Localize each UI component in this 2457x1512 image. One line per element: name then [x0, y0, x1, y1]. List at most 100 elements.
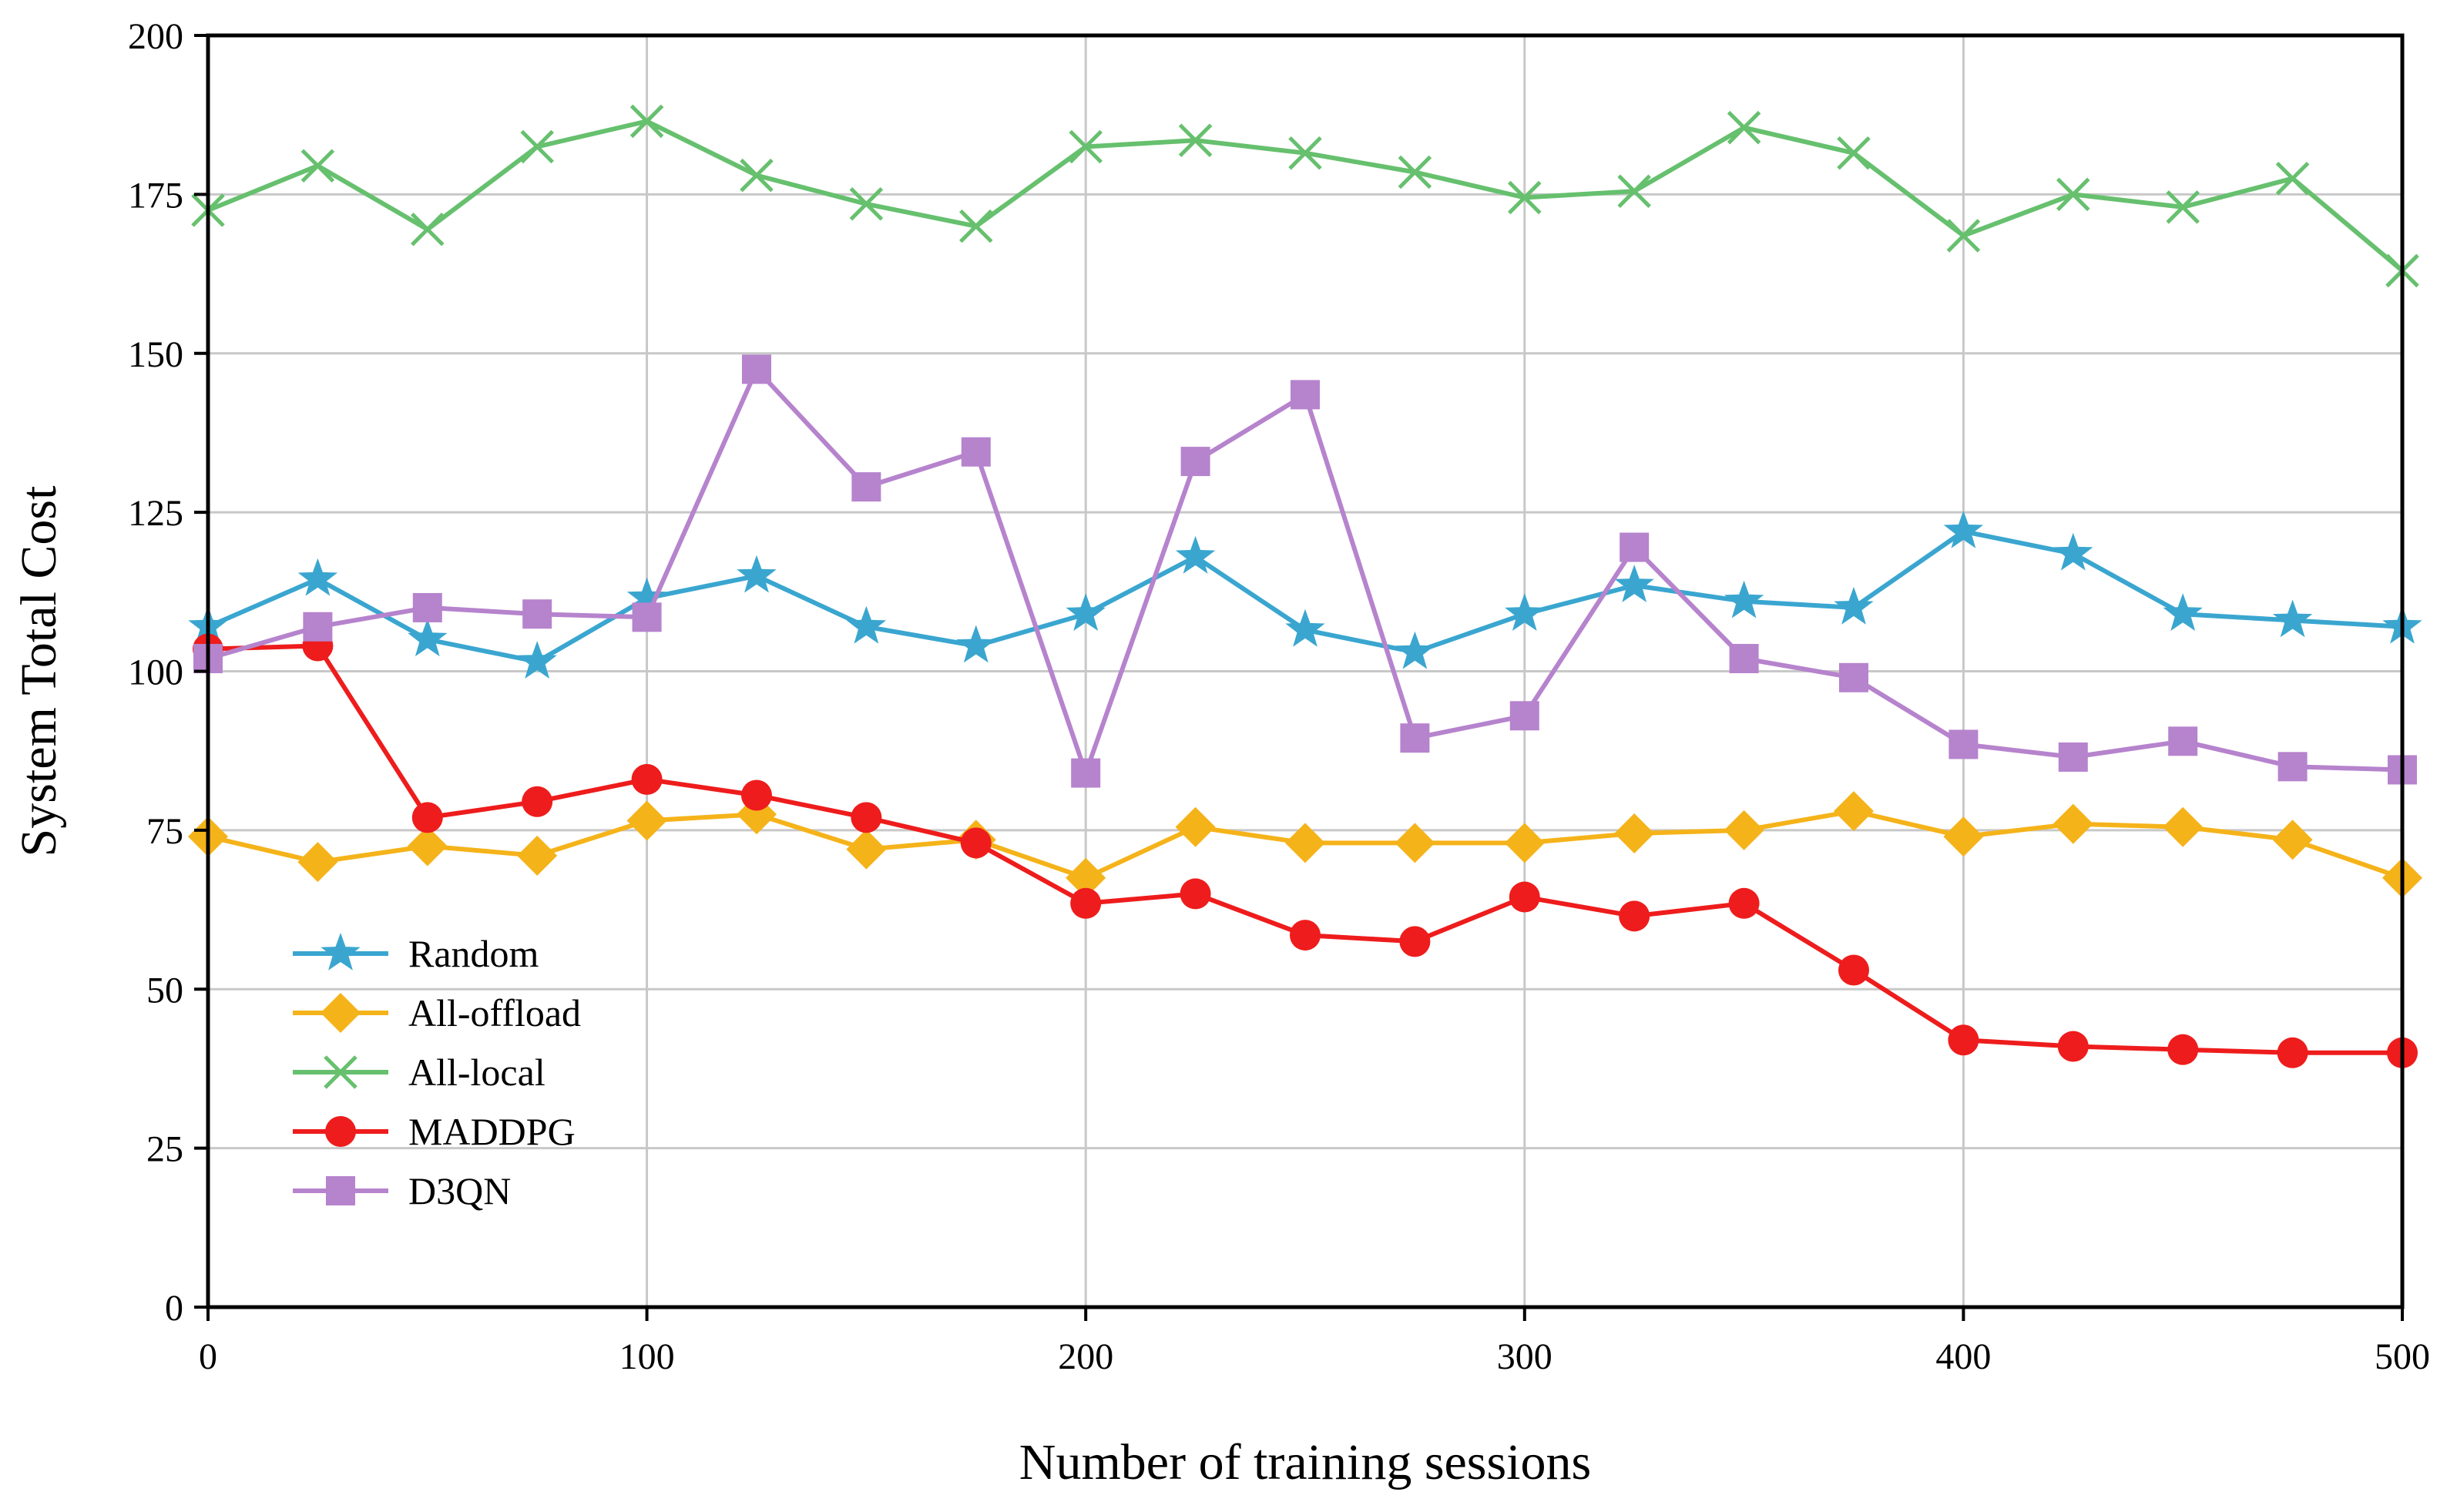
data-point-random: [846, 605, 887, 644]
data-point-maddpg: [741, 779, 772, 811]
data-point-random: [1505, 593, 1545, 631]
data-point-d3qn: [961, 437, 991, 467]
data-point-all-local: [1398, 155, 1432, 189]
data-point-maddpg: [851, 802, 882, 833]
data-point-d3qn: [1509, 701, 1539, 731]
legend-label-all-local: All-local: [408, 1051, 545, 1094]
series-all-local: [191, 104, 2419, 288]
data-point-maddpg: [1180, 878, 1211, 910]
grid-lines: [208, 35, 2402, 1307]
data-point-all-local: [1508, 180, 1542, 215]
data-point-random: [1724, 580, 1764, 619]
legend-item-all-offload: All-offload: [293, 991, 581, 1034]
data-point-maddpg: [631, 763, 663, 795]
data-point-random: [956, 625, 996, 663]
data-point-maddpg: [1838, 954, 1869, 986]
legend-item-maddpg: MADDPG: [293, 1110, 576, 1153]
legend-item-all-local: All-local: [293, 1051, 545, 1094]
data-point-d3qn: [1071, 758, 1101, 788]
data-point-all-offload: [626, 800, 667, 841]
data-point-random: [1066, 593, 1106, 631]
legend-label-maddpg: MADDPG: [408, 1110, 576, 1153]
y-tick-label: 50: [146, 970, 183, 1011]
series-d3qn: [193, 354, 2417, 788]
data-point-all-local: [1837, 136, 1871, 170]
data-point-random: [408, 619, 448, 657]
data-point-maddpg: [960, 827, 992, 859]
data-point-d3qn: [1400, 723, 1430, 753]
x-tick-label: 500: [2375, 1336, 2430, 1377]
data-point-all-local: [411, 213, 445, 246]
y-tick-label: 75: [146, 811, 183, 852]
data-point-random: [1943, 510, 1984, 548]
data-point-all-local: [2056, 177, 2090, 212]
data-point-all-offload: [1395, 823, 1435, 863]
data-point-all-offload: [1724, 810, 1764, 850]
data-point-d3qn: [632, 602, 662, 632]
data-point-random: [1175, 535, 1216, 574]
data-point-d3qn: [412, 592, 442, 622]
legend-marker-maddpg: [325, 1116, 356, 1147]
legend-item-random: Random: [293, 932, 539, 975]
data-point-all-offload: [407, 826, 448, 867]
data-point-d3qn: [2277, 752, 2308, 782]
data-point-all-local: [740, 158, 774, 193]
legend: Random All-offload All-local MADDPG D3QN: [293, 932, 581, 1212]
data-point-d3qn: [1948, 729, 1979, 759]
data-point-maddpg: [1948, 1024, 1979, 1056]
y-tick-label: 200: [128, 16, 183, 57]
legend-marker-all-offload: [321, 993, 361, 1033]
legend-marker-d3qn: [326, 1176, 355, 1205]
data-point-all-local: [1288, 136, 1322, 170]
data-point-maddpg: [2057, 1031, 2089, 1062]
data-point-d3qn: [1839, 662, 1868, 692]
data-point-maddpg: [2167, 1034, 2199, 1065]
data-point-all-local: [2166, 190, 2200, 224]
data-point-all-offload: [1614, 813, 1655, 854]
legend-marker-random: [321, 933, 361, 971]
data-point-random: [297, 558, 338, 596]
data-point-d3qn: [1180, 447, 1210, 477]
data-point-random: [2272, 599, 2313, 638]
data-point-all-offload: [297, 842, 338, 883]
data-point-maddpg: [1728, 887, 1760, 919]
data-point-d3qn: [851, 472, 881, 502]
data-point-all-offload: [2163, 806, 2204, 847]
data-point-all-offload: [517, 835, 558, 876]
data-point-random: [1834, 586, 1874, 625]
data-point-d3qn: [2168, 726, 2198, 756]
legend-marker-all-local: [324, 1055, 357, 1089]
data-point-random: [737, 555, 777, 593]
series-random: [188, 510, 2422, 679]
data-point-d3qn: [522, 599, 552, 629]
data-point-d3qn: [742, 354, 771, 384]
data-point-all-offload: [2053, 803, 2093, 844]
data-point-maddpg: [1290, 920, 1321, 951]
axis-ticks: 0 100 200 300 400 500 0 25 50 75 100 125 150 175 200: [128, 16, 2430, 1377]
data-point-d3qn: [1620, 532, 1650, 562]
x-tick-label: 300: [1497, 1336, 1552, 1377]
data-point-d3qn: [1291, 380, 1320, 410]
data-point-all-offload: [846, 829, 887, 870]
data-point-d3qn: [2058, 742, 2088, 772]
data-point-all-local: [1617, 174, 1651, 209]
series-maddpg: [193, 630, 2418, 1068]
data-point-all-local: [1727, 110, 1761, 145]
x-tick-label: 100: [619, 1336, 675, 1377]
y-tick-label: 175: [128, 175, 183, 216]
data-point-maddpg: [1509, 881, 1540, 913]
data-point-all-offload: [1504, 823, 1545, 863]
legend-label-all-offload: All-offload: [408, 991, 581, 1034]
y-tick-label: 0: [165, 1288, 183, 1329]
data-point-all-local: [520, 129, 554, 164]
y-tick-label: 25: [146, 1129, 183, 1170]
legend-item-d3qn: D3QN: [293, 1169, 511, 1212]
data-point-random: [1395, 631, 1435, 669]
data-point-all-local: [629, 104, 664, 139]
x-tick-label: 0: [199, 1336, 217, 1377]
data-point-random: [517, 641, 557, 679]
data-point-all-local: [1178, 123, 1213, 157]
y-tick-label: 125: [128, 493, 183, 534]
series-layer: [188, 104, 2422, 1068]
legend-label-random: Random: [408, 932, 539, 975]
